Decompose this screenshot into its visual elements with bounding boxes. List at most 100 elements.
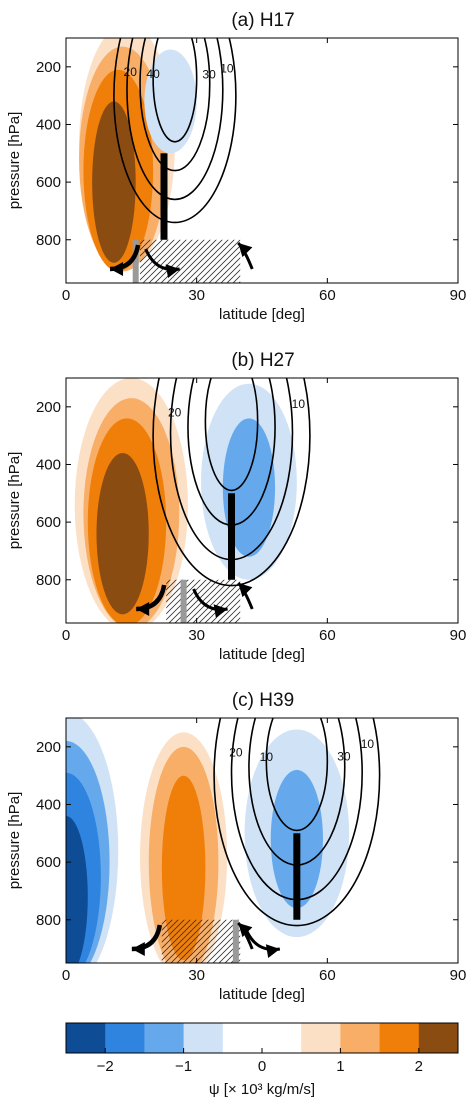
y-tick-label: 800 xyxy=(36,572,61,589)
y-axis-label: pressure [hPa] xyxy=(6,112,23,210)
x-tick-label: 60 xyxy=(319,287,336,304)
x-tick-label: 60 xyxy=(319,627,336,644)
y-tick-label: 800 xyxy=(36,912,61,929)
x-tick-label: 30 xyxy=(188,967,205,984)
contour-label: 30 xyxy=(202,67,216,81)
colorbar-tick-label: 1 xyxy=(336,1058,344,1075)
x-tick-label: 60 xyxy=(319,967,336,984)
colorbar-tick-label: −2 xyxy=(97,1058,114,1075)
colorbar-swatch-8 xyxy=(379,1023,420,1053)
y-tick-label: 200 xyxy=(36,399,61,416)
arrow-left-head xyxy=(136,602,150,616)
contour-label: 10 xyxy=(260,750,274,764)
x-tick-label: 90 xyxy=(450,967,467,984)
contour-line-40 xyxy=(152,38,198,143)
filled-contour-8 xyxy=(66,816,88,963)
arrow-mid-head xyxy=(265,944,280,959)
colorbar-swatch-2 xyxy=(144,1023,185,1053)
contour-label: 10 xyxy=(361,737,375,751)
panel-title: (c) H39 xyxy=(232,690,294,711)
y-tick-label: 400 xyxy=(36,456,61,473)
filled-contour-4 xyxy=(96,452,149,615)
colorbar-swatch-9 xyxy=(418,1023,459,1053)
panel-title: (a) H17 xyxy=(231,10,294,31)
x-tick-label: 90 xyxy=(450,287,467,304)
contour-label: 10 xyxy=(292,397,306,411)
x-axis-label: latitude [deg] xyxy=(219,986,305,1003)
grey-bar xyxy=(232,919,239,963)
x-tick-label: 30 xyxy=(188,287,205,304)
grey-bar xyxy=(180,579,187,623)
contour-label: 20 xyxy=(229,746,243,760)
y-tick-label: 600 xyxy=(36,854,61,871)
arrow-right-head xyxy=(238,923,253,938)
colorbar-swatch-6 xyxy=(301,1023,341,1053)
filled-contour-5 xyxy=(222,418,276,557)
y-tick-label: 600 xyxy=(36,174,61,191)
x-tick-label: 0 xyxy=(62,287,70,304)
contour-line-10 xyxy=(152,378,311,587)
contour-line-40 xyxy=(204,378,259,492)
contour-label: 20 xyxy=(124,65,138,79)
x-tick-label: 90 xyxy=(450,627,467,644)
colorbar-label: ψ [× 10³ kg/m/s] xyxy=(209,1081,315,1098)
x-tick-label: 0 xyxy=(62,967,70,984)
plot-frame xyxy=(65,377,459,624)
plot-area: 10 20 30 10 xyxy=(66,718,381,963)
colorbar: −2 −1 0 1 2 ψ [× 10³ kg/m/s] xyxy=(65,1022,459,1098)
colorbar-swatch-1 xyxy=(105,1023,145,1053)
contour-line-10 xyxy=(113,38,237,224)
colorbar-tick-label: 2 xyxy=(415,1058,423,1075)
x-axis-label: latitude [deg] xyxy=(219,306,305,323)
edge-bar xyxy=(228,493,236,580)
arrow-left-head xyxy=(110,262,124,276)
y-tick-label: 400 xyxy=(36,116,61,133)
y-tick-label: 200 xyxy=(36,59,61,76)
contour-label: 20 xyxy=(168,406,182,420)
edge-bar xyxy=(293,833,301,920)
y-tick-label: 400 xyxy=(36,796,61,813)
contour-line-10 xyxy=(213,718,381,927)
hatched-region xyxy=(140,239,241,283)
arrow-mid-head xyxy=(165,264,180,279)
x-tick-label: 30 xyxy=(188,627,205,644)
y-tick-label: 800 xyxy=(36,232,61,249)
edge-bar xyxy=(160,153,168,240)
x-tick-label: 0 xyxy=(62,627,70,644)
y-axis-label: pressure [hPa] xyxy=(6,792,23,890)
panel-2: 10 20 30 10 0 30 60 90 200 400 600 800 (c) H39 latitu… xyxy=(6,690,467,1003)
colorbar-tick-label: 0 xyxy=(258,1058,266,1075)
panel-title: (b) H27 xyxy=(231,350,294,371)
colorbar-swatch-4 xyxy=(222,1023,263,1053)
contour-label: 40 xyxy=(146,67,160,81)
arrow-right-head xyxy=(238,243,253,258)
plot-area: 10 20 30 40 xyxy=(79,38,241,283)
colorbar-tick-label: −1 xyxy=(175,1058,192,1075)
contour-line-40 xyxy=(265,718,329,832)
plot-frame xyxy=(65,37,459,284)
plot-frame xyxy=(65,717,459,964)
filled-contour-3 xyxy=(92,101,136,263)
y-tick-label: 200 xyxy=(36,739,61,756)
contour-label: 30 xyxy=(337,750,351,764)
grey-bar xyxy=(132,239,139,283)
filled-contour-6 xyxy=(161,775,206,961)
contour-label: 10 xyxy=(220,61,234,75)
y-axis-label: pressure [hPa] xyxy=(6,452,23,550)
contour-line-20 xyxy=(126,38,224,201)
colorbar-swatch-0 xyxy=(66,1023,106,1053)
arrow-right-head xyxy=(238,583,253,598)
plot-area: 10 20 xyxy=(74,378,311,623)
colorbar-swatch-5 xyxy=(262,1023,302,1053)
arrow-mid-head xyxy=(213,604,228,619)
filled-contour-4 xyxy=(144,49,197,154)
arrow-left-head xyxy=(131,942,145,956)
colorbar-swatch-7 xyxy=(340,1023,381,1053)
contour-line-30 xyxy=(139,38,211,172)
y-tick-label: 600 xyxy=(36,514,61,531)
hatched-region xyxy=(161,919,241,963)
colorbar-swatch-3 xyxy=(183,1023,224,1053)
